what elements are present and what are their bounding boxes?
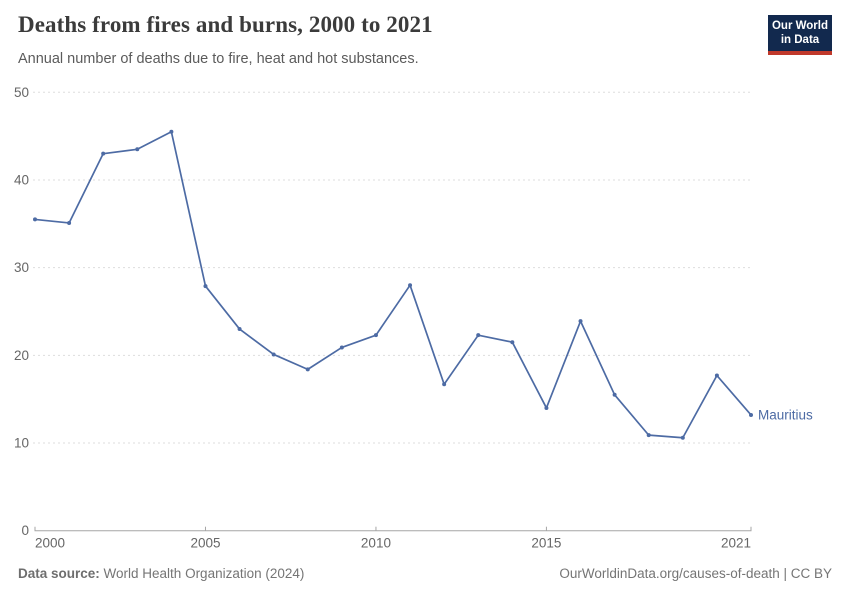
data-point[interactable]	[646, 433, 651, 438]
data-point[interactable]	[373, 333, 378, 338]
data-point[interactable]	[169, 129, 174, 134]
owid-url-link[interactable]: OurWorldinData.org/causes-of-death | CC …	[559, 566, 832, 581]
data-point[interactable]	[544, 405, 549, 410]
data-point[interactable]	[135, 147, 140, 152]
data-point[interactable]	[237, 327, 242, 332]
data-point[interactable]	[749, 412, 753, 417]
owid-logo-line1: Our World	[771, 20, 828, 32]
data-point[interactable]	[33, 217, 37, 222]
x-tick-label: 2000	[35, 536, 65, 551]
data-point[interactable]	[408, 283, 413, 288]
data-point[interactable]	[476, 333, 481, 338]
owid-logo-line2: in Data	[780, 34, 820, 47]
data-point[interactable]	[67, 220, 72, 225]
x-tick-label: 2015	[531, 536, 561, 551]
data-point[interactable]	[612, 392, 617, 397]
data-point[interactable]	[271, 352, 276, 357]
owid-logo: Our World in Data	[768, 15, 832, 55]
y-tick-label: 40	[14, 172, 29, 187]
data-point[interactable]	[203, 284, 208, 289]
y-tick-label: 20	[14, 348, 29, 363]
x-axis-line	[34, 526, 752, 532]
x-tick-label: 2010	[361, 536, 391, 551]
chart-footer: Data source: World Health Organization (…	[18, 566, 832, 581]
trend-line	[34, 130, 752, 439]
chart-subtitle: Annual number of deaths due to fire, hea…	[18, 51, 419, 67]
data-point[interactable]	[339, 345, 344, 350]
data-point[interactable]	[680, 435, 685, 440]
data-point[interactable]	[442, 382, 447, 387]
data-source-label: Data source:	[18, 566, 100, 581]
data-point[interactable]	[101, 151, 106, 156]
x-tick-label: 2021	[721, 536, 751, 551]
y-tick-label: 30	[14, 260, 29, 275]
series-label: Mauritius	[758, 407, 813, 422]
data-source-note: Data source: World Health Organization (…	[18, 566, 304, 581]
data-point[interactable]	[578, 319, 583, 324]
y-tick-label: 50	[14, 85, 29, 100]
data-point[interactable]	[714, 373, 719, 378]
y-tick-label: 0	[21, 523, 29, 538]
data-source-value: World Health Organization (2024)	[99, 566, 305, 581]
y-tick-label: 10	[14, 436, 29, 451]
x-tick-label: 2005	[190, 536, 220, 551]
data-point[interactable]	[305, 367, 310, 372]
data-point[interactable]	[510, 340, 515, 345]
chart-title: Deaths from fires and burns, 2000 to 202…	[18, 12, 433, 37]
